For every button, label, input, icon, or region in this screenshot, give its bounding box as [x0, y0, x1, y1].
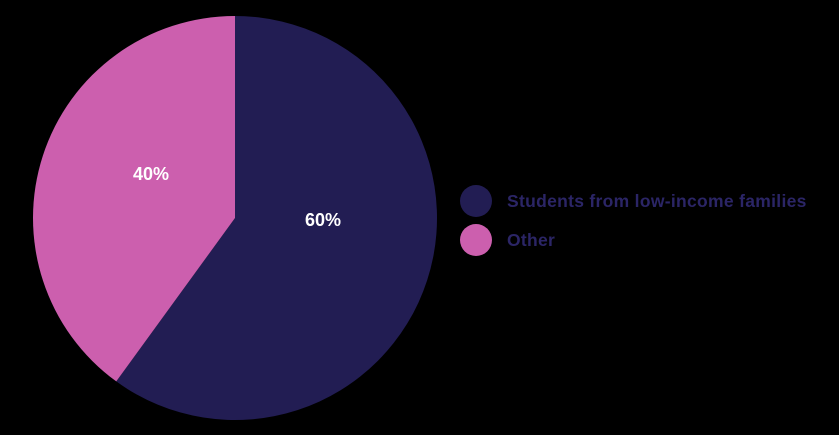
- svg-text:60%: 60%: [305, 210, 341, 230]
- svg-text:40%: 40%: [133, 164, 169, 184]
